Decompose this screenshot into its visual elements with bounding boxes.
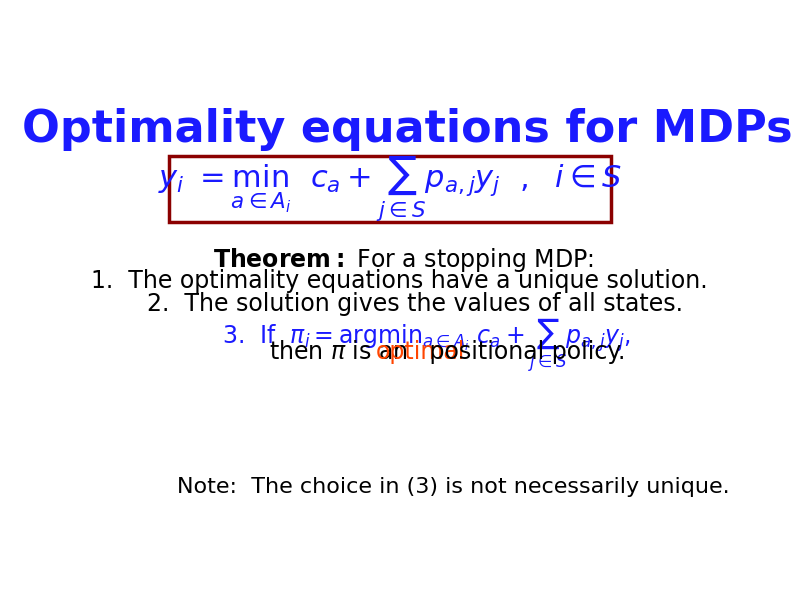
Text: positional policy.: positional policy. [422, 340, 626, 364]
Text: Note:  The choice in (3) is not necessarily unique.: Note: The choice in (3) is not necessari… [177, 477, 730, 497]
Text: 2.  The solution gives the values of all states.: 2. The solution gives the values of all … [147, 292, 683, 317]
FancyBboxPatch shape [169, 156, 611, 221]
Text: then $\pi$ is an: then $\pi$ is an [269, 340, 410, 364]
Text: optimal: optimal [376, 340, 465, 364]
Text: $\bf{Theorem:}$ For a stopping MDP:: $\bf{Theorem:}$ For a stopping MDP: [213, 246, 593, 274]
Text: 1.  The optimality equations have a unique solution.: 1. The optimality equations have a uniqu… [91, 270, 707, 293]
Text: 3.  If  $\pi_i = \mathrm{argmin}_{a \in A_i} \ c_a + \sum_{j \in S} p_{a,j} y_j,: 3. If $\pi_i = \mathrm{argmin}_{a \in A_… [222, 317, 630, 375]
Text: $y_i \ = \underset{a \in A_i}{\min} \ \ c_a + \sum_{j \in S} p_{a,j} y_j \ \ , \: $y_i \ = \underset{a \in A_i}{\min} \ \ … [158, 154, 622, 224]
Text: Optimality equations for MDPs: Optimality equations for MDPs [21, 108, 792, 151]
